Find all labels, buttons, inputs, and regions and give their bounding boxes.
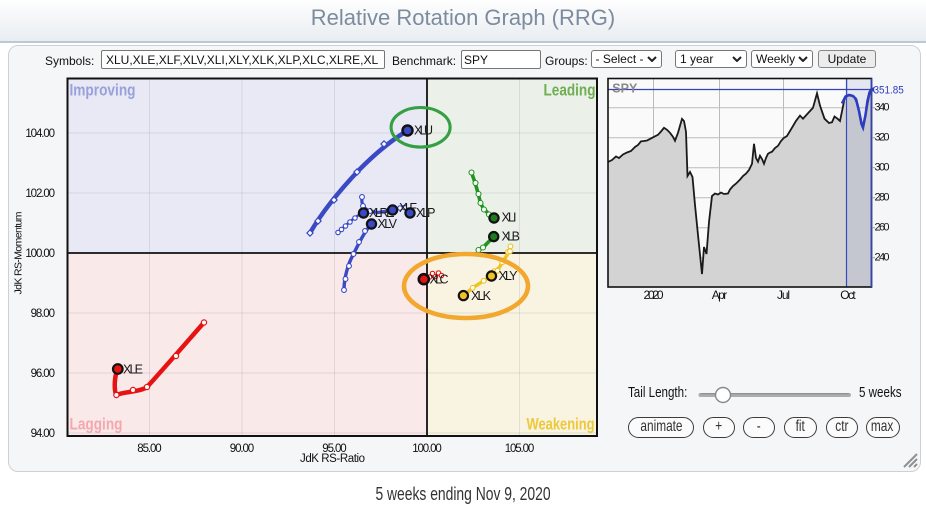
svg-text:100.00: 100.00 bbox=[25, 248, 55, 260]
svg-text:XLV: XLV bbox=[378, 217, 398, 231]
svg-text:351.85: 351.85 bbox=[874, 85, 904, 97]
svg-text:Improving: Improving bbox=[70, 81, 136, 100]
svg-text:102.00: 102.00 bbox=[25, 188, 55, 200]
svg-text:300: 300 bbox=[875, 161, 890, 173]
svg-text:XLP: XLP bbox=[416, 206, 436, 220]
svg-text:320: 320 bbox=[875, 131, 890, 143]
svg-text:90.00: 90.00 bbox=[230, 443, 254, 455]
svg-text:JdK RS-Momentum: JdK RS-Momentum bbox=[13, 211, 25, 294]
svg-text:Oct: Oct bbox=[840, 288, 856, 302]
svg-text:260: 260 bbox=[875, 221, 890, 233]
svg-text:XLB: XLB bbox=[502, 230, 521, 244]
svg-text:XLC: XLC bbox=[430, 273, 449, 287]
svg-text:340: 340 bbox=[875, 101, 890, 113]
svg-text:2020: 2020 bbox=[644, 288, 664, 302]
svg-text:240: 240 bbox=[875, 251, 890, 263]
svg-text:85.00: 85.00 bbox=[137, 443, 161, 455]
svg-text:XLK: XLK bbox=[471, 289, 492, 303]
svg-text:XLE: XLE bbox=[123, 363, 143, 377]
svg-text:Leading: Leading bbox=[544, 81, 596, 100]
svg-text:XLU: XLU bbox=[414, 124, 433, 138]
svg-text:96.00: 96.00 bbox=[31, 368, 55, 380]
svg-text:XLY: XLY bbox=[499, 269, 519, 283]
svg-text:JdK RS-Ratio: JdK RS-Ratio bbox=[300, 453, 365, 465]
svg-text:95.00: 95.00 bbox=[322, 443, 346, 455]
svg-text:Jul: Jul bbox=[777, 288, 790, 302]
svg-text:94.00: 94.00 bbox=[31, 428, 55, 440]
svg-text:105.00: 105.00 bbox=[505, 443, 535, 455]
svg-text:280: 280 bbox=[875, 191, 890, 203]
svg-text:98.00: 98.00 bbox=[31, 308, 55, 320]
svg-text:100.00: 100.00 bbox=[412, 443, 442, 455]
svg-text:Weakening: Weakening bbox=[527, 415, 595, 434]
svg-text:Apr: Apr bbox=[712, 288, 728, 302]
svg-text:XLI: XLI bbox=[502, 211, 517, 225]
svg-text:Lagging: Lagging bbox=[70, 415, 123, 434]
svg-text:104.00: 104.00 bbox=[25, 128, 55, 140]
svg-text:SPY: SPY bbox=[612, 81, 637, 96]
